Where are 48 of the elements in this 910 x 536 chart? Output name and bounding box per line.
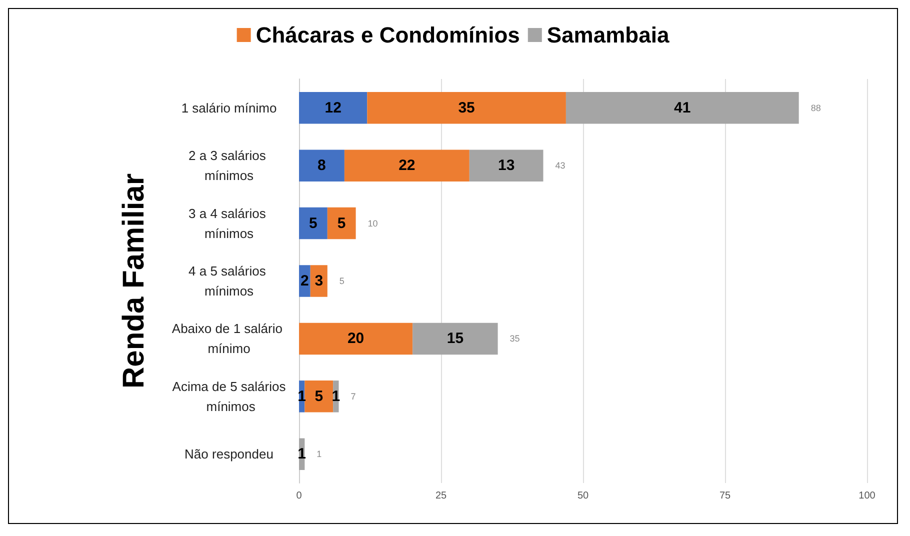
bar — [327, 207, 356, 240]
data-label: 15 — [446, 330, 464, 348]
bar — [299, 150, 344, 182]
data-label: 41 — [674, 99, 691, 116]
x-tick-label: 100 — [858, 490, 876, 502]
bar — [299, 322, 413, 355]
total-label: 88 — [810, 102, 821, 113]
y-axis-title: Renda Familiar — [118, 173, 150, 389]
data-label: 5 — [309, 214, 318, 232]
y-tick-label: Acima de 5 salários mínimos — [172, 378, 286, 414]
bar — [469, 150, 544, 182]
bar — [299, 207, 328, 240]
x-tick-label: 0 — [296, 490, 302, 502]
data-label: 5 — [314, 388, 324, 405]
total-label: 1 — [316, 449, 322, 460]
bar — [299, 92, 368, 124]
data-label: 20 — [347, 330, 364, 348]
bar — [344, 150, 470, 182]
x-tick-label: 50 — [577, 490, 589, 502]
data-label: 2 — [300, 272, 309, 290]
bar — [412, 322, 498, 355]
data-label: 12 — [324, 99, 342, 116]
total-label: 10 — [368, 218, 378, 228]
data-label: 22 — [398, 157, 416, 174]
data-label: 1 — [298, 446, 306, 463]
data-label: 3 — [314, 272, 324, 290]
bar — [304, 380, 334, 412]
x-tick-label: 25 — [435, 490, 447, 502]
bar — [367, 92, 566, 124]
legend-label: Chácaras e Condomínios — [256, 22, 520, 48]
bar — [310, 265, 328, 297]
data-label: 8 — [318, 157, 326, 174]
data-label: 13 — [498, 157, 515, 174]
total-label: 7 — [350, 391, 356, 402]
data-label: 5 — [337, 214, 346, 232]
y-tick-label: 2 a 3 salários mínimos — [188, 148, 270, 184]
y-tick-label: Não respondeu — [184, 446, 274, 462]
total-label: 43 — [555, 160, 566, 171]
y-tick-label: Abaixo de 1 salário mínimo — [172, 321, 286, 356]
total-label: 35 — [510, 334, 520, 344]
legend-label: Samambaia — [546, 22, 670, 48]
y-tick-label: 4 a 5 salários mínimos — [188, 264, 270, 298]
bar — [566, 92, 799, 124]
x-tick-label: 75 — [719, 490, 731, 502]
y-tick-label: 3 a 4 salários mínimos — [188, 206, 270, 241]
total-label: 5 — [339, 276, 344, 286]
y-tick-label: 1 salário mínimo — [181, 100, 277, 116]
data-label: 35 — [458, 99, 475, 116]
